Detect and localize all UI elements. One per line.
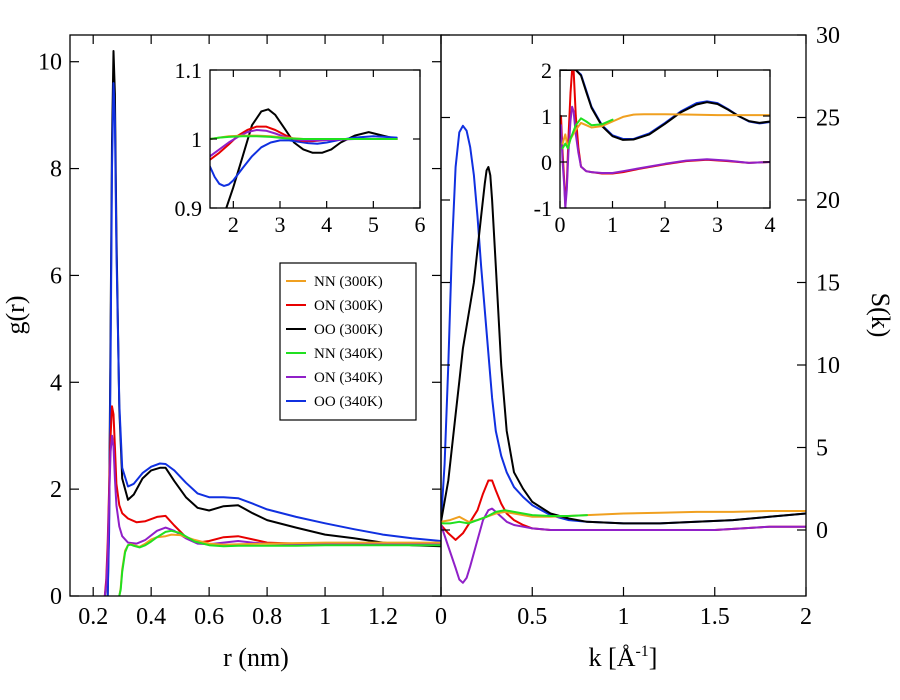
- gr-ylabel: g(r): [1, 296, 30, 335]
- gr-inset-ytick-label: 1.1: [175, 58, 203, 83]
- sk-inset-ytick-label: 1: [541, 104, 552, 129]
- sk-xlabel: k [Å-1]: [589, 643, 658, 672]
- sk-main-xtick-label: 0.5: [517, 604, 547, 630]
- sk-inset-ytick-label: 2: [541, 58, 552, 83]
- legend-label: NN (300K): [314, 274, 383, 290]
- gr-main-ytick-label: 4: [50, 370, 62, 396]
- legend-label: OO (340K): [314, 394, 383, 410]
- sk-main-xtick-label: 0: [435, 604, 447, 630]
- sk-inset-xtick-label: 2: [660, 212, 671, 237]
- gr-xlabel: r (nm): [223, 643, 289, 672]
- legend-entry: OO (300K): [286, 322, 383, 338]
- legend-label: OO (300K): [314, 322, 383, 338]
- sk-inset-ytick-label: 0: [541, 150, 552, 175]
- sk-main-xtick-label: 2: [800, 604, 812, 630]
- gr-main-xtick-label: 1: [319, 604, 331, 630]
- sk-inset-background: [560, 70, 770, 208]
- sk-ylabel: S(k): [866, 293, 895, 338]
- gr-inset-xtick-label: 5: [368, 212, 379, 237]
- sk-main-ytick-label: 15: [816, 271, 840, 297]
- legend-label: ON (340K): [314, 370, 383, 386]
- sk-main-ytick-label: 5: [816, 436, 828, 462]
- sk-main-series-OO300: [441, 166, 806, 525]
- gr-main-xtick-label: 1.2: [368, 604, 398, 630]
- sk-main-ytick-label: 0: [816, 518, 828, 544]
- gr-main-xtick-label: 0.4: [136, 604, 166, 630]
- legend-entry: NN (300K): [286, 274, 383, 290]
- legend-entry: ON (300K): [286, 298, 383, 314]
- gr-main-series-OO300: [106, 50, 441, 596]
- sk-inset-xtick-label: 0: [555, 212, 566, 237]
- gr-main-series-NN340: [118, 529, 441, 596]
- gr-inset-panel: 2 3 4 5 6 0.9 1 1.1: [175, 58, 426, 237]
- sk-inset-ytick-label: -1: [534, 196, 552, 221]
- gr-main-xtick-label: 0.8: [252, 604, 282, 630]
- gr-inset-xtick-label: 3: [275, 212, 286, 237]
- gr-main-ytick-label: 0: [50, 584, 62, 610]
- gr-main-ytick-label: 10: [38, 50, 62, 76]
- sk-inset-xtick-label: 4: [765, 212, 776, 237]
- gr-main-panel: 0.2 0.4 0.6 0.8 1 1.2 0 2 4 6 8 10: [38, 34, 442, 630]
- sk-inset-series-ON340: [560, 105, 770, 208]
- gr-main-ytick-label: 8: [50, 157, 62, 183]
- gr-inset-series-NN340: [210, 135, 398, 140]
- sk-main-ytick-label: 10: [816, 353, 840, 379]
- sk-inset-xtick-label: 3: [712, 212, 723, 237]
- gr-inset-ytick-label: 1: [191, 127, 202, 152]
- legend: NN (300K) ON (300K) OO (300K) NN (340K) …: [279, 262, 417, 421]
- sk-main-series-NN340: [441, 509, 588, 525]
- gr-main-series-ON340: [103, 434, 441, 596]
- sk-main-ytick-label: 30: [816, 23, 840, 49]
- gr-main-series-ON300: [103, 405, 441, 596]
- gr-main-xtick-label: 0.6: [194, 604, 224, 630]
- gr-inset-xtick-label: 6: [415, 212, 426, 237]
- sk-inset-xtick-label: 1: [607, 212, 618, 237]
- gr-main-ytick-label: 6: [50, 263, 62, 289]
- sk-main-series-ON340: [441, 507, 806, 584]
- legend-box: [279, 262, 417, 421]
- sk-xlabel-exponent: -1: [635, 643, 648, 660]
- sk-inset-series-NN340: [561, 117, 614, 150]
- gr-inset-xtick-label: 2: [228, 212, 239, 237]
- gr-main-ytick-label: 2: [50, 477, 62, 503]
- gr-main-xtick-label: 0.2: [78, 604, 108, 630]
- gr-inset-xtick-label: 4: [321, 212, 332, 237]
- legend-label: ON (300K): [314, 298, 383, 314]
- legend-entry: ON (340K): [286, 370, 383, 386]
- gr-inset-ytick-label: 0.9: [175, 196, 203, 221]
- sk-main-xtick-label: 1: [618, 604, 630, 630]
- sk-inset-series-OO300: [560, 70, 770, 141]
- legend-label: NN (340K): [314, 346, 383, 362]
- sk-main-ytick-label: 20: [816, 188, 840, 214]
- legend-entry: NN (340K): [286, 346, 383, 362]
- sk-main-ytick-label: 25: [816, 106, 840, 132]
- legend-entry: OO (340K): [286, 394, 383, 410]
- sk-main-series-NN300: [441, 510, 806, 523]
- gr-main-series-OO340: [106, 82, 441, 596]
- sk-main-xtick-label: 1.5: [700, 604, 730, 630]
